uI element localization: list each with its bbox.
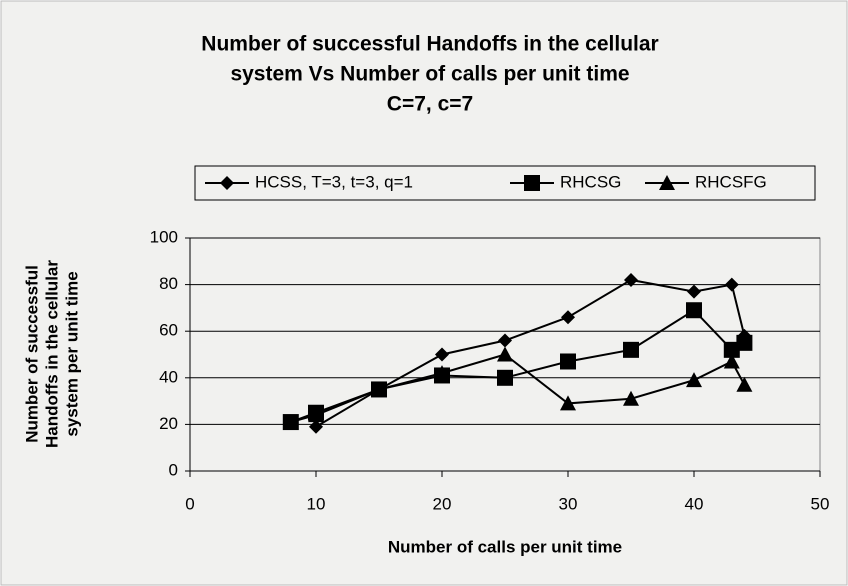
marker <box>561 310 575 325</box>
y-tick-label: 100 <box>150 227 178 246</box>
chart-title: system Vs Number of calls per unit time <box>230 63 629 86</box>
marker <box>524 175 540 191</box>
marker <box>435 347 449 362</box>
marker <box>220 176 234 190</box>
chart-title: C=7, c=7 <box>387 93 473 116</box>
series-line <box>290 353 746 424</box>
marker <box>282 414 299 430</box>
marker <box>686 372 702 388</box>
y-tick-label: 40 <box>159 367 178 386</box>
marker <box>686 302 702 319</box>
y-axis-label-line: Handoffs in the cellular <box>42 260 61 448</box>
legend-label: RHCSG <box>560 172 621 191</box>
legend-label: HCSS, T=3, t=3, q=1 <box>255 172 413 191</box>
x-tick-label: 30 <box>559 494 578 513</box>
marker <box>498 333 512 348</box>
legend-label: RHCSFG <box>695 172 767 191</box>
marker <box>497 369 513 386</box>
marker <box>723 341 740 358</box>
marker <box>371 381 387 397</box>
y-axis-label: Number of successful Handoffs in the cel… <box>22 260 81 448</box>
y-tick-label: 20 <box>159 414 178 433</box>
x-tick-label: 40 <box>685 494 704 513</box>
x-tick-label: 50 <box>811 494 830 513</box>
y-axis-label-line: system per unit time <box>62 271 81 436</box>
marker <box>623 341 639 358</box>
marker <box>434 365 450 381</box>
x-tick-label: 10 <box>307 494 326 513</box>
marker <box>560 353 576 370</box>
marker <box>736 334 753 351</box>
y-tick-label: 60 <box>159 321 178 340</box>
marker <box>724 277 739 292</box>
legend-box <box>194 165 816 201</box>
y-tick-label: 80 <box>159 274 178 293</box>
marker <box>308 407 324 423</box>
y-tick-label: 0 <box>169 460 178 479</box>
x-axis-label: Number of calls per unit time <box>388 537 622 556</box>
marker <box>723 353 740 369</box>
marker <box>687 284 701 299</box>
marker <box>560 395 576 411</box>
marker <box>736 376 753 392</box>
marker <box>624 272 638 287</box>
marker <box>309 419 323 434</box>
x-tick-label: 20 <box>433 494 452 513</box>
marker <box>659 175 675 190</box>
x-tick-label: 0 <box>185 494 194 513</box>
marker <box>623 390 639 406</box>
series-line <box>290 308 745 424</box>
y-axis-label-line: Number of successful <box>22 265 41 443</box>
marker <box>497 346 513 362</box>
chart-title: Number of successful Handoffs in the cel… <box>201 33 658 56</box>
